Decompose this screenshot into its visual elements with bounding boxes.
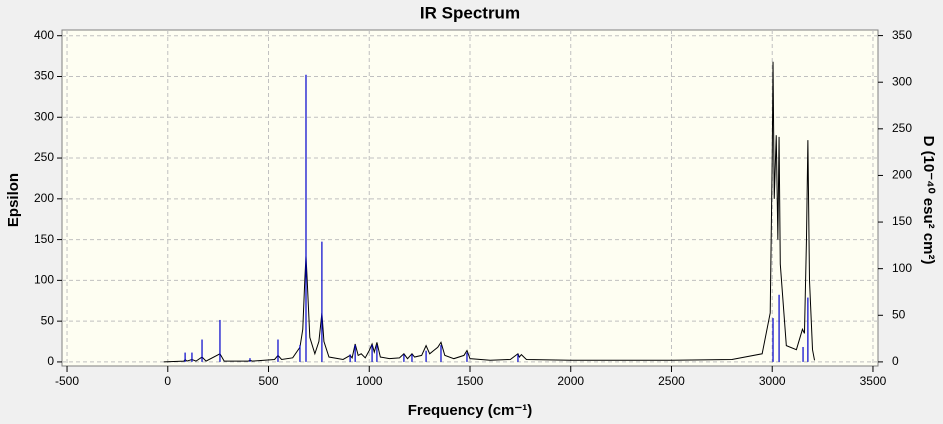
x-tick-label: 1500 <box>457 374 484 388</box>
x-tick-label: 2500 <box>658 374 685 388</box>
x-axis-title: Frequency (cm⁻¹) <box>408 402 533 419</box>
y2-tick-label: 300 <box>892 74 912 88</box>
y-tick-label: 0 <box>47 354 54 368</box>
y2-axis-title: D (10⁻⁴⁰ esu² cm²) <box>920 136 937 265</box>
y2-tick-label: 150 <box>892 214 912 228</box>
x-tick-label: 1000 <box>356 374 383 388</box>
y-tick-label: 350 <box>34 69 54 83</box>
y-axis-title: Epsilon <box>5 173 22 227</box>
y-tick-label: 250 <box>34 150 54 164</box>
y2-tick-label: 350 <box>892 28 912 42</box>
chart-title: IR Spectrum <box>420 3 520 22</box>
y-tick-label: 100 <box>34 273 54 287</box>
y-tick-label: 400 <box>34 28 54 42</box>
y2-tick-label: 0 <box>892 354 899 368</box>
y2-tick-label: 100 <box>892 261 912 275</box>
x-tick-label: 3000 <box>759 374 786 388</box>
y-tick-label: 50 <box>41 313 55 327</box>
x-tick-label: 2000 <box>557 374 584 388</box>
x-tick-label: 0 <box>164 374 171 388</box>
y2-tick-label: 250 <box>892 121 912 135</box>
y2-tick-label: 200 <box>892 168 912 182</box>
y-tick-label: 200 <box>34 191 54 205</box>
x-tick-label: -500 <box>55 374 79 388</box>
y-tick-label: 300 <box>34 109 54 123</box>
x-tick-label: 3500 <box>860 374 887 388</box>
x-tick-label: 500 <box>259 374 279 388</box>
y2-tick-label: 50 <box>892 307 906 321</box>
y-tick-label: 150 <box>34 232 54 246</box>
